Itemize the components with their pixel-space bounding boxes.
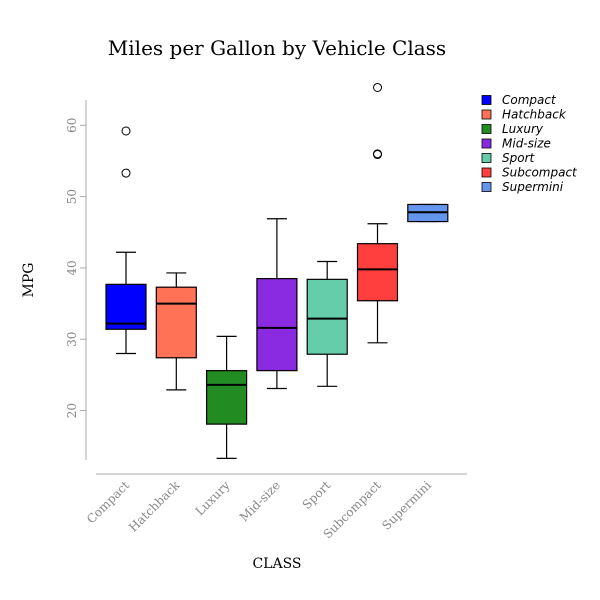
- legend-item-subcompact: Subcompact: [481, 166, 578, 180]
- outlier-point: [121, 168, 131, 178]
- legend-item-compact: Compact: [481, 93, 557, 107]
- legend-swatch: [481, 167, 492, 178]
- x-tick-label: Supermini: [379, 478, 434, 533]
- iqr-box: [256, 278, 298, 372]
- y-tick-label: 50: [65, 189, 79, 204]
- iqr-box: [155, 286, 197, 359]
- x-tick-label: Mid-size: [237, 478, 283, 524]
- legend-label: Supermini: [502, 180, 564, 194]
- legend-swatch: [481, 153, 492, 163]
- box-hatchback: [155, 272, 197, 391]
- x-axis-label: CLASS: [252, 556, 301, 572]
- y-tick-label: 40: [65, 260, 79, 275]
- x-tick-label: Hatchback: [126, 478, 183, 535]
- legend-label: Sport: [502, 151, 536, 165]
- box-luxury: [206, 335, 248, 459]
- outlier-point: [121, 126, 131, 136]
- legend-swatch: [481, 124, 492, 134]
- legend-item-supermini: Supermini: [481, 180, 564, 194]
- legend-swatch: [481, 182, 492, 192]
- iqr-box: [356, 243, 399, 302]
- legend-label: Luxury: [502, 122, 544, 136]
- iqr-box: [306, 278, 348, 355]
- x-tick-label: Sport: [300, 478, 334, 512]
- y-tick-label: 30: [65, 332, 79, 347]
- legend-label: Mid-size: [502, 137, 551, 151]
- x-tick-label: Compact: [84, 478, 132, 526]
- outlier-point: [373, 82, 382, 92]
- y-tick-label: 60: [65, 118, 79, 133]
- outlier-point: [373, 149, 382, 159]
- chart-title: Miles per Gallon by Vehicle Class: [108, 36, 446, 60]
- legend-item-sport: Sport: [481, 151, 536, 165]
- y-tick-label: 20: [65, 403, 79, 418]
- x-tick-label: Luxury: [193, 478, 233, 518]
- legend: CompactHatchbackLuxuryMid-sizeSportSubco…: [481, 93, 578, 194]
- legend-swatch: [481, 95, 492, 105]
- iqr-box: [206, 370, 248, 425]
- box-compact: [105, 126, 147, 355]
- iqr-box: [105, 283, 147, 330]
- legend-swatch: [481, 109, 492, 120]
- legend-item-luxury: Luxury: [481, 122, 544, 136]
- legend-item-hatchback: Hatchback: [481, 108, 567, 122]
- legend-item-mid-size: Mid-size: [481, 137, 551, 151]
- y-axis-label: MPG: [21, 263, 37, 298]
- legend-swatch: [481, 138, 492, 149]
- box-supermini: [407, 203, 449, 223]
- box-sport: [306, 260, 348, 387]
- legend-label: Compact: [502, 93, 557, 107]
- box-mid-size: [256, 218, 298, 390]
- legend-label: Subcompact: [502, 166, 578, 180]
- legend-label: Hatchback: [502, 108, 567, 122]
- box-subcompact: [356, 82, 399, 344]
